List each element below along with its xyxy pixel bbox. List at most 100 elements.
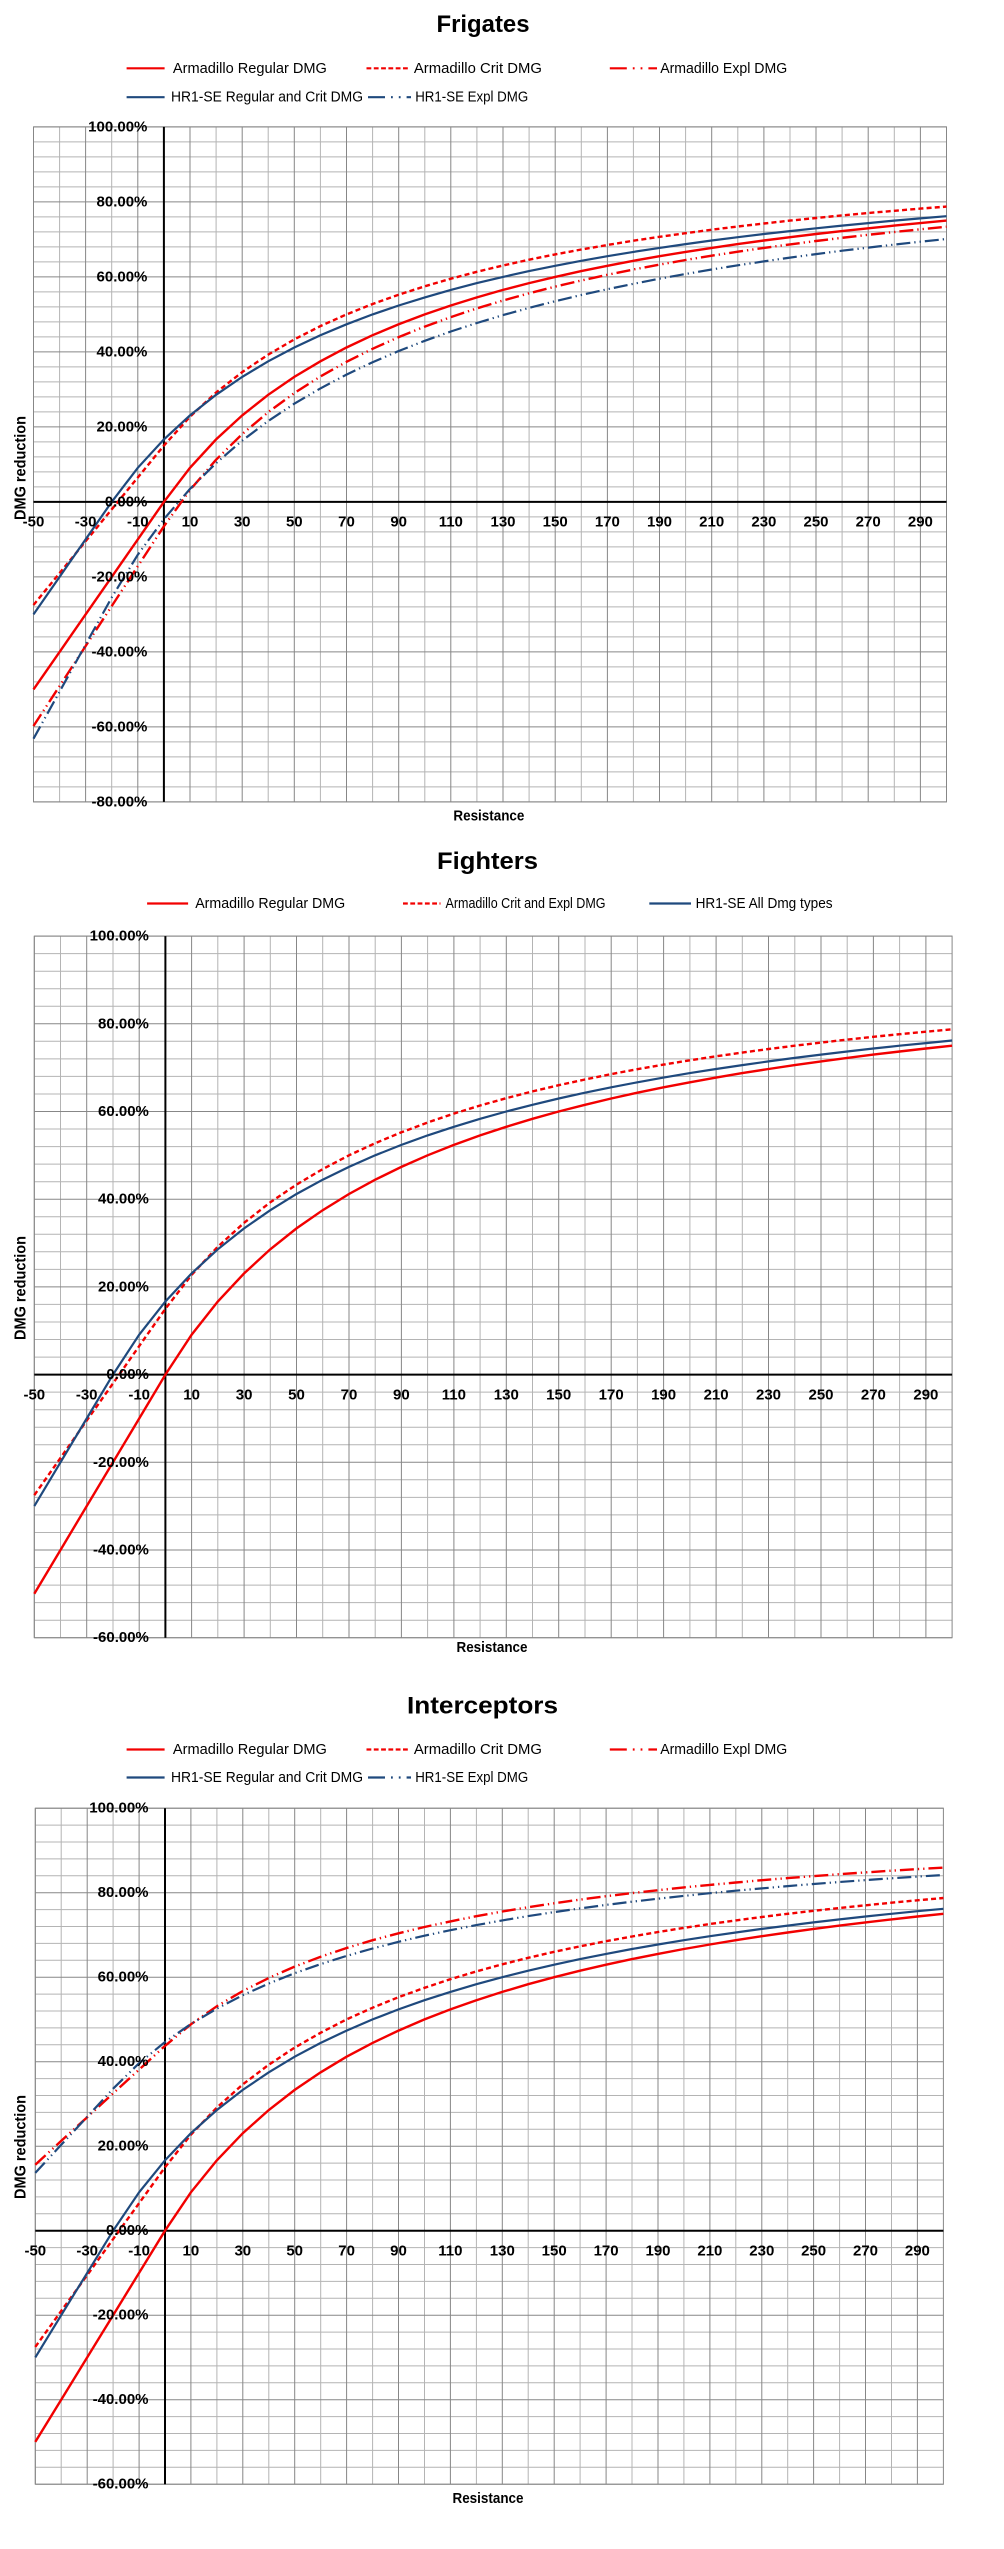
svg-text:170: 170	[595, 514, 620, 531]
svg-text:80.00%: 80.00%	[98, 1884, 149, 1901]
svg-text:Resistance: Resistance	[457, 1639, 528, 1656]
svg-text:270: 270	[853, 2243, 878, 2260]
svg-text:270: 270	[856, 514, 881, 531]
svg-text:HR1-SE Expl DMG: HR1-SE Expl DMG	[415, 89, 528, 106]
svg-text:Armadillo Regular DMG: Armadillo Regular DMG	[195, 895, 345, 912]
svg-text:0.00%: 0.00%	[105, 493, 148, 510]
svg-text:HR1-SE Expl DMG: HR1-SE Expl DMG	[415, 1769, 528, 1786]
svg-text:-20.00%: -20.00%	[93, 1454, 149, 1471]
svg-text:250: 250	[808, 1386, 833, 1403]
svg-text:20.00%: 20.00%	[98, 2138, 149, 2155]
svg-text:10: 10	[182, 514, 199, 531]
svg-text:210: 210	[704, 1386, 729, 1403]
svg-text:50: 50	[286, 2243, 303, 2260]
svg-text:250: 250	[803, 514, 828, 531]
svg-text:-50: -50	[23, 1386, 45, 1403]
svg-text:60.00%: 60.00%	[98, 1103, 149, 1120]
svg-text:HR1-SE All Dmg types: HR1-SE All Dmg types	[696, 895, 833, 912]
svg-text:130: 130	[490, 2243, 515, 2260]
svg-text:-60.00%: -60.00%	[93, 1629, 149, 1646]
svg-text:Armadillo Expl DMG: Armadillo Expl DMG	[660, 1741, 787, 1758]
svg-text:110: 110	[442, 1386, 466, 1403]
svg-text:290: 290	[905, 2243, 930, 2260]
svg-text:10: 10	[183, 1386, 200, 1403]
svg-text:70: 70	[338, 514, 355, 531]
svg-text:10: 10	[183, 2243, 200, 2260]
svg-text:150: 150	[546, 1386, 571, 1403]
svg-text:70: 70	[341, 1386, 358, 1403]
svg-text:-30: -30	[76, 1386, 98, 1403]
svg-text:40.00%: 40.00%	[98, 1191, 149, 1208]
svg-text:70: 70	[338, 2243, 355, 2260]
svg-text:0.00%: 0.00%	[106, 2222, 149, 2239]
svg-text:110: 110	[439, 514, 463, 531]
svg-text:HR1-SE Regular and Crit DMG: HR1-SE Regular and Crit DMG	[171, 89, 363, 106]
svg-text:210: 210	[699, 514, 724, 531]
svg-text:150: 150	[543, 514, 568, 531]
svg-text:110: 110	[438, 2243, 462, 2260]
svg-text:DMG reduction: DMG reduction	[13, 416, 30, 520]
svg-text:210: 210	[697, 2243, 722, 2260]
svg-text:90: 90	[390, 514, 407, 531]
svg-text:HR1-SE Regular and Crit DMG: HR1-SE Regular and Crit DMG	[171, 1769, 363, 1786]
svg-text:290: 290	[908, 514, 933, 531]
svg-text:Armadillo Crit and Expl DMG: Armadillo Crit and Expl DMG	[446, 895, 606, 912]
svg-text:30: 30	[234, 514, 251, 531]
svg-text:170: 170	[594, 2243, 619, 2260]
svg-text:-20.00%: -20.00%	[93, 2307, 149, 2324]
svg-text:40.00%: 40.00%	[97, 343, 148, 360]
svg-text:60.00%: 60.00%	[97, 268, 148, 285]
svg-text:190: 190	[651, 1386, 676, 1403]
svg-text:100.00%: 100.00%	[90, 928, 149, 945]
svg-text:-30: -30	[75, 514, 97, 531]
svg-text:Resistance: Resistance	[453, 808, 524, 825]
svg-text:-10: -10	[127, 514, 149, 531]
svg-text:-30: -30	[76, 2243, 98, 2260]
svg-text:90: 90	[390, 2243, 407, 2260]
svg-text:190: 190	[647, 514, 672, 531]
svg-text:-40.00%: -40.00%	[92, 643, 148, 660]
svg-text:150: 150	[542, 2243, 567, 2260]
svg-text:80.00%: 80.00%	[97, 193, 148, 210]
svg-text:130: 130	[494, 1386, 519, 1403]
svg-text:Armadillo Crit DMG: Armadillo Crit DMG	[414, 1741, 542, 1758]
svg-text:20.00%: 20.00%	[97, 418, 148, 435]
svg-text:Armadillo Expl DMG: Armadillo Expl DMG	[660, 60, 787, 77]
svg-text:Armadillo Crit DMG: Armadillo Crit DMG	[414, 60, 542, 77]
svg-text:-50: -50	[23, 514, 45, 531]
svg-text:100.00%: 100.00%	[88, 118, 147, 135]
svg-text:80.00%: 80.00%	[98, 1015, 149, 1032]
svg-text:Armadillo Regular DMG: Armadillo Regular DMG	[173, 1741, 327, 1758]
svg-text:50: 50	[288, 1386, 305, 1403]
svg-text:50: 50	[286, 514, 303, 531]
svg-text:DMG reduction: DMG reduction	[13, 1236, 30, 1340]
svg-text:Fighters: Fighters	[437, 848, 538, 875]
svg-text:Interceptors: Interceptors	[407, 1692, 558, 1719]
svg-text:-40.00%: -40.00%	[93, 1542, 149, 1559]
svg-text:-60.00%: -60.00%	[92, 718, 148, 735]
svg-text:100.00%: 100.00%	[89, 1800, 148, 1817]
svg-text:290: 290	[913, 1386, 938, 1403]
svg-text:-10: -10	[128, 1386, 150, 1403]
svg-text:-50: -50	[24, 2243, 46, 2260]
svg-text:250: 250	[801, 2243, 826, 2260]
svg-text:30: 30	[236, 1386, 253, 1403]
svg-text:Resistance: Resistance	[453, 2490, 524, 2507]
svg-text:Armadillo Regular DMG: Armadillo Regular DMG	[173, 60, 327, 77]
svg-text:20.00%: 20.00%	[98, 1278, 149, 1295]
svg-text:230: 230	[751, 514, 776, 531]
svg-text:-60.00%: -60.00%	[93, 2476, 149, 2493]
svg-text:0.00%: 0.00%	[106, 1366, 149, 1383]
svg-text:60.00%: 60.00%	[98, 1969, 149, 1986]
svg-text:-10: -10	[128, 2243, 150, 2260]
svg-text:130: 130	[490, 514, 515, 531]
svg-text:-20.00%: -20.00%	[92, 568, 148, 585]
svg-text:230: 230	[756, 1386, 781, 1403]
svg-text:DMG reduction: DMG reduction	[13, 2095, 30, 2199]
svg-text:230: 230	[749, 2243, 774, 2260]
svg-text:40.00%: 40.00%	[98, 2053, 149, 2070]
svg-text:-80.00%: -80.00%	[92, 793, 148, 810]
svg-text:Frigates: Frigates	[437, 11, 530, 38]
svg-text:-40.00%: -40.00%	[93, 2391, 149, 2408]
svg-text:30: 30	[234, 2243, 251, 2260]
